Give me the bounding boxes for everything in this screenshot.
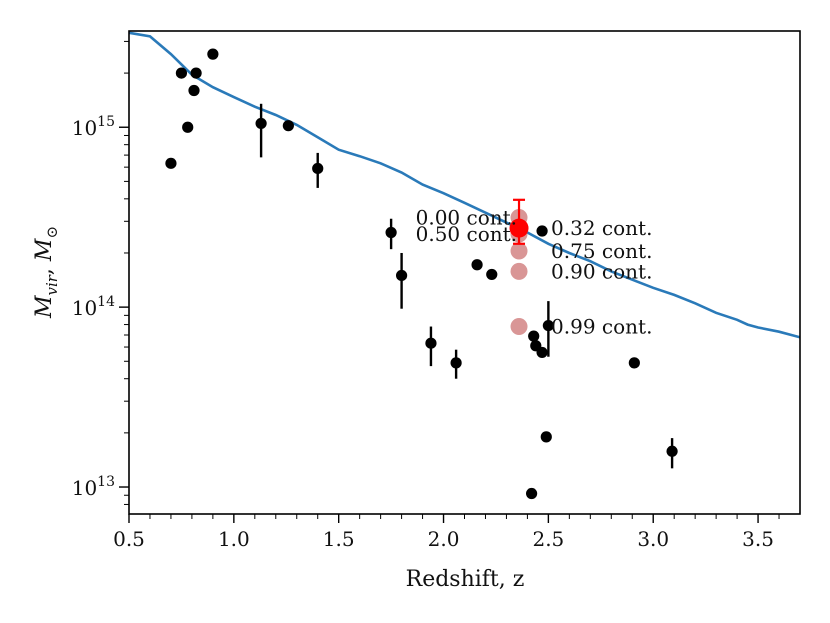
- contamination-label: 0.90 cont.: [551, 259, 652, 283]
- contamination-label: 0.50 cont.: [416, 222, 517, 246]
- data-point: [255, 117, 267, 130]
- data-point: [536, 225, 548, 237]
- data-group: [129, 31, 800, 500]
- data-point: [188, 84, 200, 97]
- data-point: [450, 357, 462, 369]
- data-point: [282, 120, 294, 132]
- data-point: [540, 431, 552, 443]
- x-tick-label: 1.5: [323, 527, 355, 551]
- axes-layer: 0.5 1.0 1.5 2.0 2.5 3.0 3.5 1013 1014 1015: [72, 30, 801, 551]
- threshold-curve: [129, 31, 800, 339]
- y-tick-label: 1014: [72, 294, 115, 320]
- data-point: [395, 269, 408, 282]
- data-point: [385, 226, 397, 239]
- y-axis-label: Mvir, M⊙: [32, 226, 61, 319]
- data-point: [628, 357, 640, 369]
- contamination-label: 0.00 cont.: [416, 205, 517, 229]
- x-axis-label: Redshift, z: [406, 567, 525, 592]
- data-point: [190, 67, 202, 79]
- data-point: [182, 121, 194, 133]
- x-tick-label: 3.5: [742, 527, 774, 551]
- x-tick-label: 2.0: [428, 527, 460, 551]
- x-tick-label: 1.0: [218, 527, 250, 551]
- data-point: [207, 48, 219, 60]
- y-tick-label: 1013: [72, 474, 115, 500]
- contamination-marker: [510, 318, 528, 336]
- x-tick-label: 2.5: [532, 527, 564, 551]
- data-point: [175, 67, 188, 79]
- data-point: [528, 330, 540, 342]
- contamination-label: 0.75 cont.: [551, 239, 652, 263]
- x-tick-label: 0.5: [113, 527, 145, 551]
- data-point: [486, 268, 498, 281]
- data-point: [526, 487, 538, 500]
- x-tick-label: 3.0: [637, 527, 669, 551]
- data-point: [312, 162, 324, 175]
- contamination-label: 0.32 cont.: [551, 216, 652, 240]
- data-point: [471, 259, 483, 271]
- contamination-marker: [510, 262, 528, 280]
- data-point: [425, 337, 437, 349]
- data-point: [165, 157, 177, 169]
- plot-layer: 0.00 cont. 0.32 cont. 0.50 cont. 0.75 cont.…: [129, 31, 800, 500]
- contamination-label: 0.99 cont.: [551, 315, 652, 339]
- contamination-marker: [510, 242, 528, 260]
- data-point: [666, 445, 678, 457]
- highlight-point: [509, 218, 529, 238]
- data-point: [542, 319, 554, 332]
- axes-frame: [128, 30, 801, 515]
- data-point: [536, 346, 548, 359]
- y-tick-label: 1015: [72, 114, 115, 140]
